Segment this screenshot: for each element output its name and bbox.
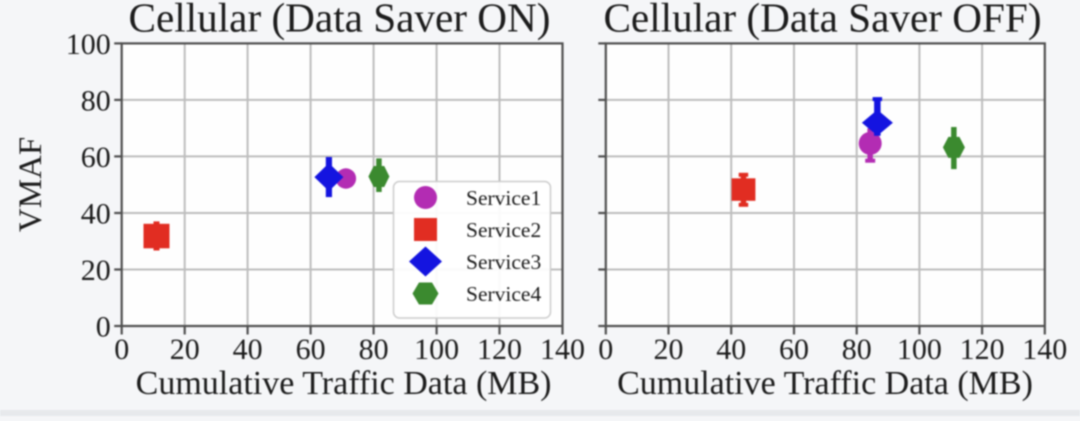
svg-text:Cumulative Traffic Data (MB): Cumulative Traffic Data (MB) [136,365,552,402]
svg-text:VMAF: VMAF [13,137,49,232]
svg-text:100: 100 [414,333,459,366]
svg-text:100: 100 [66,28,111,61]
svg-text:80: 80 [842,333,872,366]
svg-text:120: 120 [960,333,1005,366]
svg-text:20: 20 [654,333,684,366]
svg-text:Cellular (Data Saver ON): Cellular (Data Saver ON) [128,0,550,42]
svg-text:Service1: Service1 [466,186,541,210]
svg-text:0: 0 [114,333,129,366]
svg-text:100: 100 [897,333,942,366]
svg-text:60: 60 [779,333,809,366]
svg-text:0: 0 [96,311,111,344]
svg-text:20: 20 [81,254,111,287]
svg-text:20: 20 [170,333,200,366]
svg-text:Cellular (Data Saver OFF): Cellular (Data Saver OFF) [603,0,1041,42]
svg-text:40: 40 [233,333,263,366]
svg-text:60: 60 [296,333,326,366]
svg-text:Service3: Service3 [466,250,541,274]
svg-text:Service4: Service4 [466,282,541,306]
svg-text:80: 80 [81,84,111,117]
svg-text:140: 140 [1022,333,1067,366]
svg-text:40: 40 [716,333,746,366]
svg-text:80: 80 [359,333,389,366]
svg-text:60: 60 [81,141,111,174]
svg-text:140: 140 [540,333,585,366]
svg-text:Cumulative Traffic Data (MB): Cumulative Traffic Data (MB) [617,365,1033,402]
svg-text:Service2: Service2 [466,218,541,242]
svg-text:40: 40 [81,198,111,231]
svg-text:120: 120 [477,333,522,366]
svg-text:0: 0 [598,333,613,366]
